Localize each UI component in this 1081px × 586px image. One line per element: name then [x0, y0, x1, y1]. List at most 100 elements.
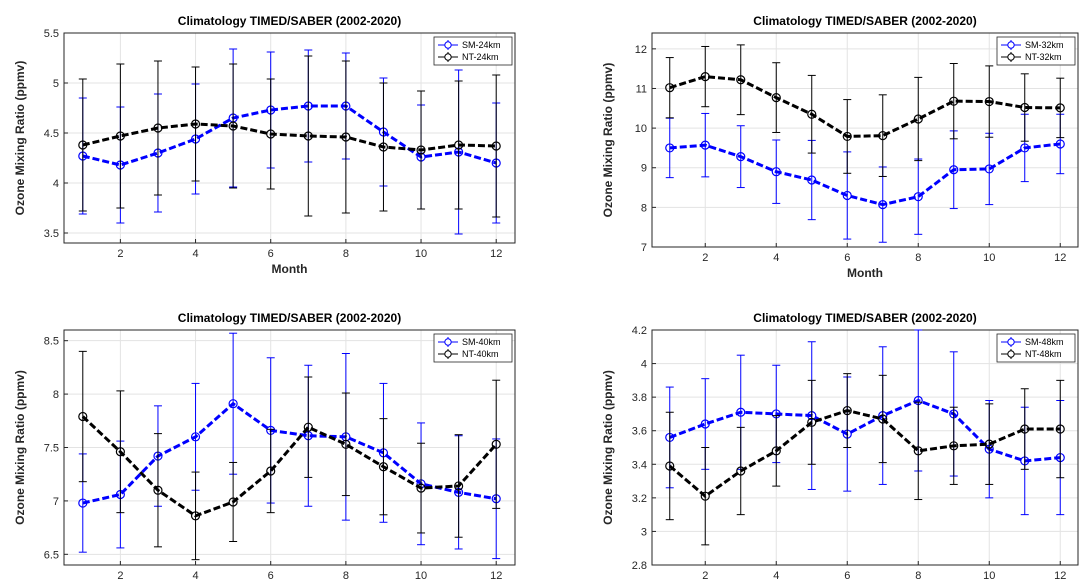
legend-label: NT-40km [462, 349, 499, 359]
data-point [700, 140, 710, 150]
data-point [771, 167, 781, 177]
legend-marker [1007, 41, 1015, 49]
y-tick-label: 8 [53, 389, 59, 401]
series-line [669, 142, 1061, 207]
y-tick-label: 7 [641, 242, 647, 254]
y-tick-label: 3.4 [632, 459, 647, 471]
y-axis-label: Ozone Mixing Ratio (ppmv) [601, 370, 615, 525]
series-line [82, 122, 497, 152]
y-tick-label: 6.5 [44, 549, 59, 561]
x-axis-label: Month [272, 262, 308, 276]
y-tick-label: 8 [641, 202, 647, 214]
legend-label: SM-48km [1025, 337, 1064, 347]
plot-area [652, 330, 1078, 565]
x-tick-label: 4 [773, 570, 779, 582]
data-point [984, 164, 994, 174]
subplot-4: 2 4 6 8 10 12 2.8 3 3.2 3.4 3.6 3.8 4 4.2 Climatology … [601, 311, 1079, 586]
data-point [190, 119, 201, 129]
data-point [949, 96, 959, 106]
data-point [736, 466, 746, 476]
y-tick-label: 9 [641, 163, 647, 175]
data-point [228, 121, 238, 131]
y-axis-label: Ozone Mixing Ratio (ppmv) [13, 61, 27, 216]
data-point [807, 417, 817, 427]
plot-area [652, 33, 1078, 247]
x-tick-label: 8 [915, 570, 921, 582]
y-tick-label: 4 [53, 178, 59, 190]
data-point [1020, 143, 1030, 153]
series-line [81, 415, 498, 518]
data-point [665, 461, 675, 471]
series-line [668, 409, 1061, 499]
data-point [842, 131, 852, 142]
legend-marker [1007, 350, 1015, 358]
legend-label: SM-24km [462, 40, 501, 50]
data-point [949, 165, 959, 175]
legend-marker [444, 350, 452, 358]
x-tick-label: 12 [1054, 252, 1066, 264]
y-tick-label: 5 [53, 78, 59, 90]
data-point [878, 199, 888, 210]
x-axis-label: Month [272, 584, 308, 586]
series-line [669, 398, 1061, 463]
y-tick-label: 3.6 [632, 426, 647, 438]
data-point [228, 399, 238, 409]
series-SM-32km [665, 112, 1065, 243]
legend: SM-48km NT-48km [996, 333, 1076, 363]
data-point [454, 481, 464, 491]
legend-label: SM-40km [462, 337, 501, 347]
y-tick-label: 3.8 [632, 392, 647, 404]
data-point [416, 145, 426, 155]
data-point [266, 129, 276, 139]
legend: SM-40km NT-40km [433, 333, 513, 363]
x-tick-label: 2 [117, 570, 123, 582]
y-tick-label: 2.8 [632, 560, 647, 572]
chart-title: Climatology TIMED/SABER (2002-2020) [178, 14, 401, 28]
data-point [78, 140, 88, 150]
x-axis-label: Month [847, 584, 883, 586]
data-point [984, 96, 994, 107]
data-point [878, 131, 888, 141]
data-point [736, 152, 746, 162]
data-point [378, 142, 389, 152]
data-point [949, 441, 959, 451]
legend-label: NT-24km [462, 52, 499, 62]
y-tick-label: 10 [635, 123, 647, 135]
data-point [491, 439, 501, 449]
legend-marker [444, 53, 452, 61]
data-point [153, 485, 163, 495]
legend-label: SM-32km [1025, 40, 1064, 50]
x-tick-label: 10 [415, 248, 427, 260]
data-point [736, 75, 746, 85]
data-point [454, 140, 464, 150]
legend: SM-24km NT-24km [433, 36, 513, 66]
subplot-3: 2 4 6 8 10 12 6.5 7 7.5 8 8.5 Climatology TIMED/SAB… [13, 311, 516, 586]
legend-label: NT-32km [1025, 52, 1062, 62]
x-tick-label: 6 [268, 248, 274, 260]
data-point [190, 432, 201, 442]
x-tick-label: 8 [343, 570, 349, 582]
series-NT-48km [665, 373, 1065, 546]
data-point [913, 192, 923, 202]
data-point [78, 498, 88, 508]
data-point [665, 83, 675, 93]
series-line [82, 104, 497, 167]
series-NT-32km [665, 44, 1065, 177]
x-tick-label: 12 [490, 570, 502, 582]
data-point [1055, 103, 1065, 113]
x-tick-label: 2 [702, 570, 708, 582]
data-point [807, 175, 817, 185]
y-axis-label: Ozone Mixing Ratio (ppmv) [601, 63, 615, 218]
data-point [665, 143, 675, 153]
series-NT-24km [78, 55, 501, 218]
x-tick-label: 8 [915, 252, 921, 264]
data-point [190, 511, 201, 521]
data-point [416, 483, 426, 493]
data-point [771, 92, 781, 103]
subplot-1: 2 4 6 8 10 12 3.5 4 4.5 5 5.5 Climatology TIMED/SAB… [13, 14, 516, 276]
plot-area [64, 33, 515, 243]
data-point [842, 190, 852, 201]
x-tick-label: 10 [983, 570, 995, 582]
x-tick-label: 10 [415, 570, 427, 582]
data-point [378, 462, 389, 472]
